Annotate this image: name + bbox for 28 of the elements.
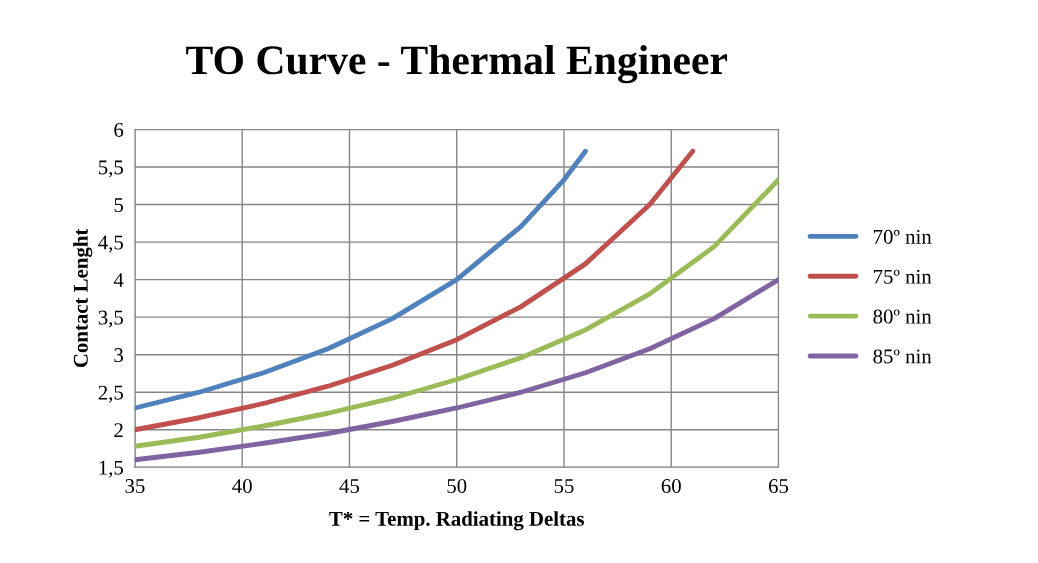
legend-label: 85º nin xyxy=(873,349,932,364)
chart-title: TO Curve - Thermal Engineer xyxy=(186,45,728,84)
line-series xyxy=(134,148,588,411)
y-tick-label: 3,5 xyxy=(98,310,124,328)
x-tick-label: 55 xyxy=(554,479,574,494)
x-tick-label: 65 xyxy=(768,479,789,494)
legend-label: 75º nin xyxy=(873,269,932,284)
legend-label: 80º nin xyxy=(873,309,932,324)
y-tick-label: 2,5 xyxy=(98,385,124,403)
legend-label: 70º nin xyxy=(873,229,932,244)
y-tick-label: 3 xyxy=(114,348,124,363)
y-tick-label: 5 xyxy=(114,198,124,212)
y-tick-label: 4 xyxy=(113,273,124,287)
y-axis-title: Contact Lenght xyxy=(73,228,93,368)
y-tick-label: 1,5 xyxy=(99,460,124,478)
line-series xyxy=(134,277,779,463)
y-tick-label: 5,5 xyxy=(99,160,124,178)
x-tick-label: 45 xyxy=(339,479,360,494)
x-tick-label: 40 xyxy=(232,479,252,494)
y-tick-label: 4,5 xyxy=(98,235,124,253)
y-tick-label: 2 xyxy=(114,423,123,437)
y-tick-label: 6 xyxy=(114,122,124,137)
x-tick-label: 60 xyxy=(661,479,681,494)
line-series xyxy=(134,177,779,449)
x-tick-label: 35 xyxy=(125,479,145,494)
x-axis-title: T* = Temp. Radiating Deltas xyxy=(329,511,584,531)
x-tick-label: 50 xyxy=(447,479,467,494)
line-series xyxy=(134,148,696,433)
